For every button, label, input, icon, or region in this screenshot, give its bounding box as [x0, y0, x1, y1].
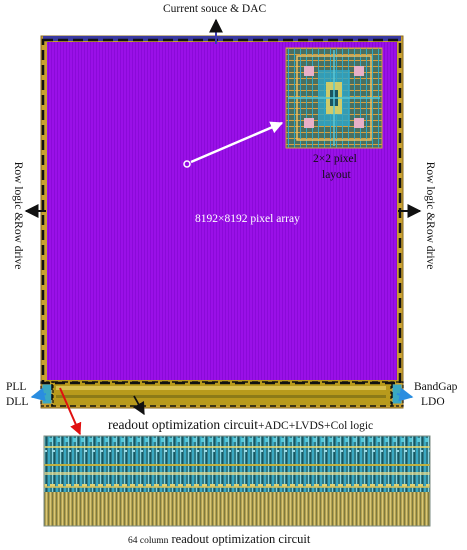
pll-arrow — [30, 387, 47, 402]
readout-dashed-outline — [51, 381, 393, 407]
readout-band-stripe — [56, 386, 386, 390]
array-center-dot — [183, 160, 191, 168]
bandgap-label: BandGap — [414, 381, 458, 393]
pixel-layout-inset — [285, 47, 383, 149]
dll-label: DLL — [6, 396, 29, 408]
ldo-label: LDO — [421, 396, 445, 408]
readout-arrow — [132, 395, 145, 416]
current-source-label: Current souce & DAC — [163, 3, 267, 15]
readout-circuit-main: readout optimization circuit — [108, 417, 258, 432]
red-arrow — [59, 387, 82, 436]
readout-circuit-label: readout optimization circuit+ADC+LVDS+Co… — [108, 417, 373, 433]
readout-detail-image — [43, 435, 431, 527]
row-logic-right-label: Row logic &Row drive — [423, 161, 436, 270]
pixel-layout-label-line1: 2×2 pixel — [313, 153, 357, 165]
current-source-strip — [43, 36, 401, 41]
pll-label: PLL — [6, 381, 27, 393]
bandgap-arrow — [396, 387, 414, 402]
row-logic-left-label: Row logic &Row drive — [11, 161, 24, 270]
pixel-layout-label-line2: layout — [322, 169, 351, 181]
readout-circuit-suffix: +ADC+LVDS+Col logic — [257, 420, 374, 432]
readout-band-stripe-2 — [56, 395, 386, 398]
pixel-array-label: 8192×8192 pixel array — [195, 213, 300, 225]
bandgap-dashed-outline — [390, 381, 404, 407]
bottom-caption: 64 column readout optimization circuit — [128, 531, 310, 547]
white-pointer-arrow — [190, 121, 284, 164]
bottom-caption-prefix: 64 column — [128, 536, 169, 546]
bottom-caption-main: readout optimization circuit — [168, 532, 311, 546]
readout-band — [47, 380, 397, 406]
